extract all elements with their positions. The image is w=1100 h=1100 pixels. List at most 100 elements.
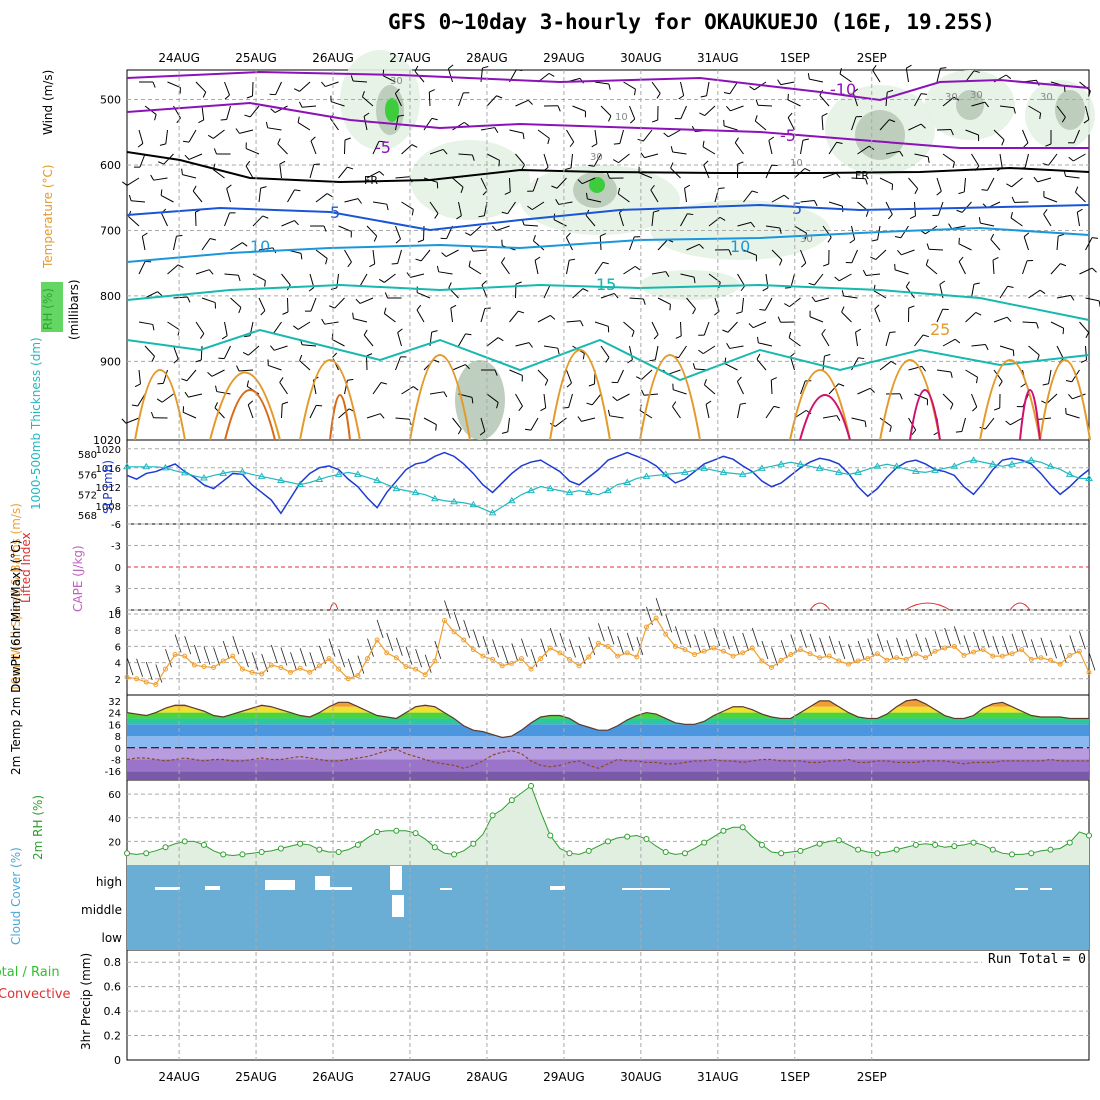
wind-barb-flag xyxy=(771,377,777,381)
wind-barb xyxy=(507,201,516,214)
thickness-point xyxy=(1065,470,1074,477)
wind-barb-flag xyxy=(698,349,704,355)
pr-ytick-label: 0.4 xyxy=(104,1005,122,1018)
wind-barb-flag xyxy=(1091,267,1097,273)
wind-barb-flag xyxy=(787,112,793,118)
w10-barb xyxy=(1088,652,1096,671)
w10-barb xyxy=(482,636,490,655)
thickness-point xyxy=(527,486,535,494)
wind-barb-flag xyxy=(202,91,207,98)
temp-contour-20 xyxy=(126,328,1090,382)
panel-frame-slp xyxy=(126,439,1090,525)
wind-barb xyxy=(705,404,710,419)
wind-barb-flag xyxy=(972,406,978,412)
w10-point xyxy=(499,663,505,669)
wind-barb xyxy=(914,393,928,400)
wind-barb xyxy=(914,153,929,158)
wind-barb xyxy=(566,320,581,323)
wind-barb xyxy=(372,201,387,205)
rh-point xyxy=(508,797,515,804)
wind-barb-flag xyxy=(897,249,902,256)
temp-contour-minus10 xyxy=(126,70,1090,102)
w10-point xyxy=(1057,661,1063,667)
pr-ytick-label: 0 xyxy=(114,1054,121,1067)
wind-barb xyxy=(452,364,466,371)
t2-dewpt-line xyxy=(126,748,1089,769)
w10-point xyxy=(615,653,621,659)
thickness-point xyxy=(834,468,843,475)
wind-barb-flag xyxy=(737,161,744,165)
wind-barb xyxy=(1046,393,1058,404)
wind-barb-flag xyxy=(460,187,464,194)
wind-barb-flag xyxy=(184,154,190,160)
w10-barb xyxy=(992,636,1000,655)
wind-barb-flag xyxy=(608,115,612,122)
temp-contour-10 xyxy=(126,226,1090,263)
wind-barb-flag xyxy=(279,377,284,383)
wind-barb xyxy=(480,177,488,191)
wind-barb-flag xyxy=(516,69,523,72)
wind-barb-flag xyxy=(911,429,917,436)
wind-barb xyxy=(126,177,140,186)
temp-contour-arch xyxy=(209,371,281,441)
wind-barb-flag xyxy=(557,105,561,112)
rh-point xyxy=(200,841,207,848)
wind-barb-flag xyxy=(494,127,499,133)
thickness-ytick-label: 572 xyxy=(78,491,97,502)
wind-barb-flag xyxy=(577,416,582,422)
t2-band xyxy=(127,718,1089,725)
wind-barb xyxy=(813,273,824,286)
w10-barb xyxy=(934,631,942,650)
wind-barb-flag xyxy=(1005,74,1012,80)
wind-barb xyxy=(410,273,425,278)
rh-point xyxy=(797,847,804,854)
wind-barb xyxy=(1028,289,1041,299)
wind-barb-flag xyxy=(270,108,276,113)
wind-barb xyxy=(395,116,399,131)
wind-barb xyxy=(1065,175,1080,179)
wind-barb xyxy=(224,273,239,276)
w10-barb xyxy=(328,638,336,657)
rh-point xyxy=(855,846,862,853)
wind-barb-flag xyxy=(1083,119,1090,124)
wind-barb xyxy=(756,358,767,371)
wind-barb-flag xyxy=(869,387,875,393)
wind-barb-flag xyxy=(993,407,1000,411)
w10-barb xyxy=(838,640,846,660)
bottom-xtick-label: 29AUG xyxy=(543,1070,585,1084)
wind-barb xyxy=(616,393,630,402)
w10-barb xyxy=(944,627,952,647)
wind-barb xyxy=(680,213,688,227)
w10-point xyxy=(865,656,871,662)
wind-barb xyxy=(629,105,636,120)
w10-barb xyxy=(771,647,778,666)
wind-barb-flag xyxy=(152,81,156,88)
wind-barb xyxy=(942,338,956,347)
w10-point xyxy=(172,652,178,658)
wind-barb xyxy=(703,321,710,336)
wind-barb-flag xyxy=(524,428,532,431)
w10-point xyxy=(692,652,698,658)
wind-barb-flag xyxy=(1043,209,1048,215)
w10-point xyxy=(913,651,919,657)
wind-barb-flag xyxy=(582,353,585,360)
wind-barb xyxy=(800,140,804,155)
thickness-point xyxy=(277,476,285,483)
wind-barb-flag xyxy=(199,333,205,339)
wind-barb xyxy=(188,393,203,398)
wind-barb-flag xyxy=(187,296,191,303)
wind-barb-flag xyxy=(899,151,904,157)
wind-barb-flag xyxy=(702,140,705,147)
ua-legend-rh-swatch xyxy=(41,282,63,332)
wind-barb-flag xyxy=(176,234,183,237)
wind-barb xyxy=(623,321,635,332)
w10-point xyxy=(711,645,717,651)
wind-barb-flag xyxy=(836,415,841,421)
wind-barb xyxy=(790,273,795,288)
top-xtick-label: 24AUG xyxy=(158,51,200,65)
w10-barb xyxy=(193,644,201,664)
w10-point xyxy=(759,658,765,664)
slp-line xyxy=(126,451,1090,515)
wind-barb-flag xyxy=(1058,233,1065,237)
